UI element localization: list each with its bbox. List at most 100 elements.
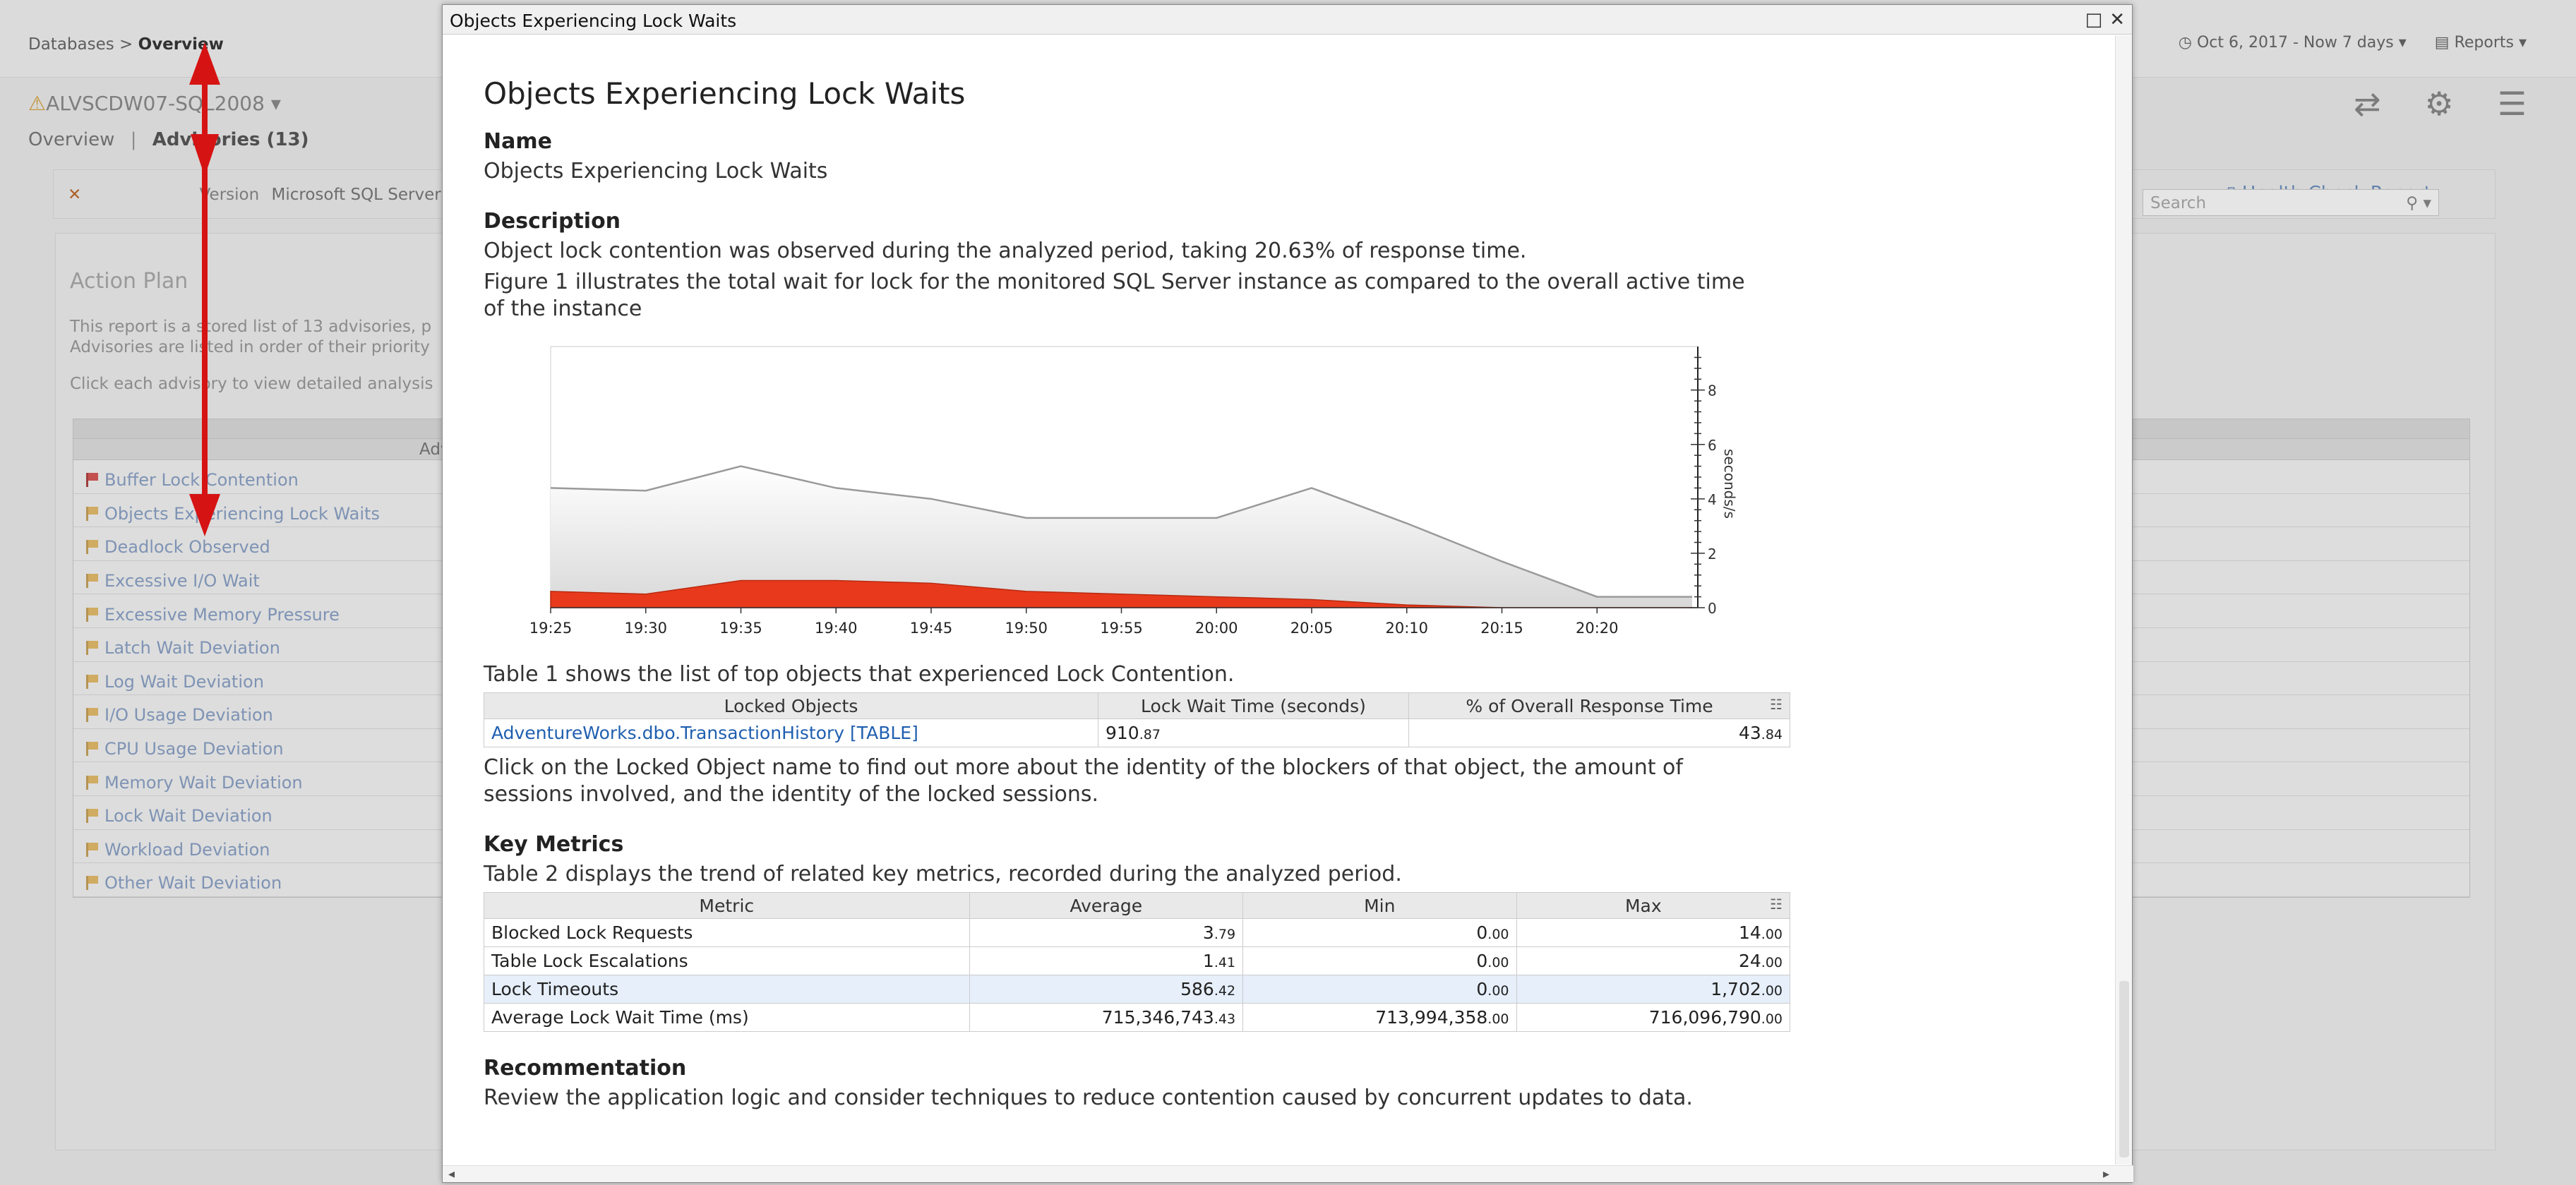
chevron-down-icon: ▾: [264, 92, 281, 115]
advisory-link[interactable]: Other Wait Deviation: [104, 873, 282, 894]
recommendation-text: Review the application logic and conside…: [484, 1085, 1693, 1110]
flag-icon: [86, 674, 98, 689]
y-tick-label: 0: [1708, 600, 1717, 617]
table-row: Lock Timeouts 586.42 0.00 1,702.00: [484, 975, 1790, 1004]
advisory-link[interactable]: Buffer Lock Contention: [104, 470, 299, 491]
version-value: Microsoft SQL Server 20: [271, 186, 467, 204]
dialog-horizontal-scrollbar[interactable]: ◂ ▸: [443, 1165, 2133, 1182]
active-time-line: [550, 465, 1692, 598]
flag-icon: [86, 708, 98, 723]
table-cell: 0.00: [1242, 918, 1517, 947]
recommendation-label: Recommentation: [484, 1056, 687, 1081]
scroll-right-icon[interactable]: ▸: [2102, 1167, 2109, 1181]
description-label: Description: [484, 209, 621, 234]
column-header[interactable]: Min: [1242, 892, 1517, 919]
warning-icon: ⚠: [28, 92, 47, 115]
y-tick-label: 8: [1708, 383, 1717, 399]
advisory-link[interactable]: Objects Experiencing Lock Waits: [104, 503, 380, 524]
table1-note: Click on the Locked Object name to find …: [484, 755, 1683, 807]
advisory-link[interactable]: Excessive Memory Pressure: [104, 604, 340, 625]
table-cell: 3.79: [969, 918, 1244, 947]
dialog-vertical-scrollbar[interactable]: [2115, 35, 2132, 1165]
action-plan-description: This report is a stored list of 13 advis…: [70, 317, 465, 358]
advisory-link[interactable]: Workload Deviation: [104, 839, 270, 860]
table1-intro: Table 1 shows the list of top objects th…: [484, 662, 1235, 687]
table-cell: 0.00: [1242, 975, 1517, 1004]
column-header[interactable]: Locked Objects: [484, 692, 1098, 719]
action-plan-instructions: Click each advisory to view detailed ana…: [70, 375, 433, 393]
action-plan-desc-line1: This report is a stored list of 13 advis…: [70, 318, 432, 336]
dialog-window-title: Objects Experiencing Lock Waits: [450, 11, 737, 31]
table-cell: Average Lock Wait Time (ms): [484, 1003, 970, 1032]
search-input[interactable]: Search ⚲ ▾: [2143, 189, 2439, 216]
search-icon[interactable]: ⚲ ▾: [2406, 194, 2431, 212]
table-cell: 14.00: [1516, 918, 1790, 947]
advisory-link[interactable]: I/O Usage Deviation: [104, 705, 273, 726]
close-icon[interactable]: ✕: [2109, 9, 2125, 30]
tab-overview[interactable]: Overview: [28, 129, 115, 150]
advisory-link[interactable]: Latch Wait Deviation: [104, 638, 280, 658]
advisory-link[interactable]: Lock Wait Deviation: [104, 806, 272, 826]
table-cell: 716,096,790.00: [1516, 1003, 1790, 1032]
advisory-link[interactable]: Deadlock Observed: [104, 537, 270, 558]
date-range-selector[interactable]: ◷ Oct 6, 2017 - Now 7 days ▾: [2178, 34, 2407, 52]
column-header-label: Min: [1364, 895, 1396, 916]
y-axis-label: seconds/s: [1721, 449, 1738, 519]
tab-advisories[interactable]: Advisories (13): [152, 129, 309, 150]
advisory-link[interactable]: Log Wait Deviation: [104, 671, 264, 692]
maximize-icon[interactable]: □: [2085, 9, 2103, 30]
scrollbar-thumb[interactable]: [2119, 981, 2129, 1157]
gear-icon[interactable]: ⚙: [2424, 85, 2454, 123]
table-cell: 1.41: [969, 946, 1244, 975]
flag-icon: [86, 540, 98, 555]
flag-icon: [86, 473, 98, 488]
advisory-link[interactable]: CPU Usage Deviation: [104, 739, 284, 759]
table-cell: 1,702.00: [1516, 975, 1790, 1004]
scroll-left-icon[interactable]: ◂: [448, 1167, 455, 1181]
column-header[interactable]: Metric: [484, 892, 970, 919]
column-header[interactable]: Average: [969, 892, 1244, 919]
x-tick-label: 20:20: [1576, 620, 1619, 637]
name-label: Name: [484, 129, 552, 154]
breadcrumb-separator: >: [119, 35, 138, 54]
flag-icon: [86, 607, 98, 622]
x-tick-label: 20:00: [1195, 620, 1238, 637]
description-line2: Figure 1 illustrates the total wait for …: [484, 270, 1745, 321]
x-tick-label: 19:35: [719, 620, 762, 637]
y-tick-label: 4: [1708, 491, 1717, 508]
hamburger-menu-icon[interactable]: ☰: [2497, 85, 2527, 123]
table2-intro: Table 2 displays the trend of related ke…: [484, 862, 1402, 886]
database-selector[interactable]: ⚠ALVSCDW07-SQL2008 ▾: [28, 92, 281, 115]
tab-separator: |: [130, 129, 137, 150]
column-header-label: Locked Objects: [724, 695, 858, 716]
table-cell: 24.00: [1516, 946, 1790, 975]
table-row: Blocked Lock Requests 3.79 0.00 14.00: [484, 918, 1790, 947]
column-header[interactable]: % of Overall Response Time ☷: [1408, 692, 1790, 719]
refresh-icon[interactable]: ⇄: [2353, 85, 2381, 123]
sql-server-logo: ✕: [68, 186, 82, 204]
description-line1: Object lock contention was observed duri…: [484, 239, 1527, 263]
flag-icon: [86, 876, 98, 891]
flag-icon: [86, 842, 98, 857]
arrow-down-head: [189, 494, 220, 536]
flag-icon: [86, 506, 98, 521]
column-header[interactable]: Lock Wait Time (seconds): [1098, 692, 1409, 719]
column-chooser-icon[interactable]: ☷: [1770, 695, 1783, 713]
breadcrumb-root[interactable]: Databases: [28, 35, 114, 54]
advisory-link[interactable]: Excessive I/O Wait: [104, 571, 260, 591]
locked-objects-table: Locked Objects Lock Wait Time (seconds) % …: [484, 692, 1790, 747]
x-tick-label: 20:10: [1385, 620, 1428, 637]
key-metrics-label: Key Metrics: [484, 832, 624, 857]
reports-menu[interactable]: ▤ Reports ▾: [2434, 34, 2527, 52]
column-header[interactable]: Max ☷: [1516, 892, 1790, 919]
table-cell: 586.42: [969, 975, 1244, 1004]
table-cell[interactable]: AdventureWorks.dbo.TransactionHistory [T…: [484, 718, 1098, 747]
advisory-dialog: Objects Experiencing Lock Waits □ ✕ Obje…: [442, 4, 2133, 1183]
column-chooser-icon[interactable]: ☷: [1770, 895, 1783, 913]
y-tick-label: 2: [1708, 546, 1717, 563]
column-header-label: Average: [1070, 895, 1143, 916]
advisory-link[interactable]: Memory Wait Deviation: [104, 772, 303, 793]
x-tick-label: 19:30: [624, 620, 667, 637]
column-header-label: Lock Wait Time (seconds): [1141, 695, 1366, 716]
table-row: AdventureWorks.dbo.TransactionHistory [T…: [484, 718, 1790, 747]
